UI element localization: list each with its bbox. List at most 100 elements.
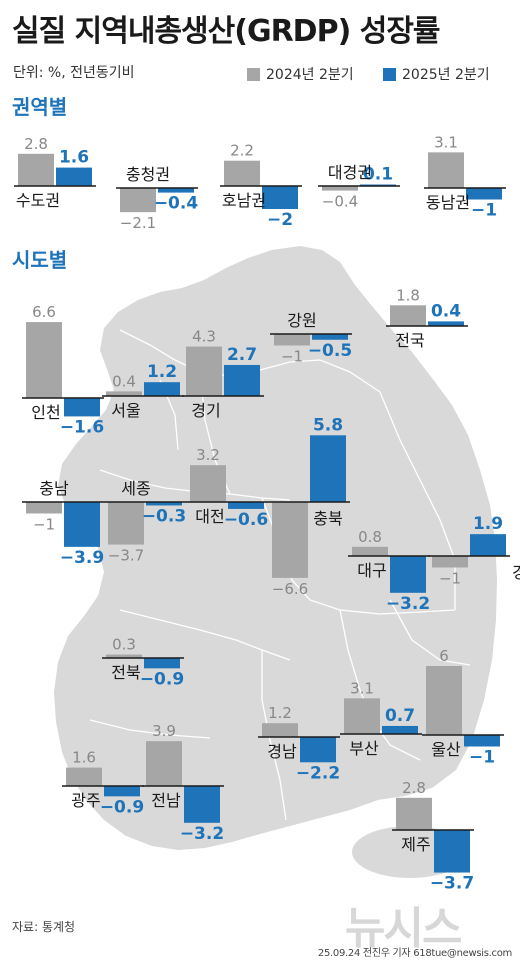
bar-daegu-prev-2024 [352,546,388,556]
region-group-ulsan: 6 −1 울산 [422,647,504,768]
region-group-capital: 2.8 1.6 수도권 [14,135,96,210]
region-group-gyeonggi: 4.3 2.7 경기 [182,328,264,420]
region-group-busan: 3.1 0.7 부산 [340,679,422,758]
region-name-capital: 수도권 [16,191,60,210]
bar-gyeongnam-curr-2025 [300,737,336,763]
region-name-daegu: 대구 [357,561,386,580]
region-name-gyeongbuk: 경북 [512,563,520,582]
value-label-national-curr-2025: 0.4 [431,301,461,321]
value-label-chungbuk-curr-2025: 5.8 [313,415,343,435]
region-name-gyeonggi: 경기 [191,401,220,420]
region-group-chungnam: −1 −3.9 충남 [22,479,104,568]
region-name-daegyeong: 대경권 [328,163,372,182]
value-label-busan-prev-2024: 3.1 [350,679,374,697]
bar-daegu-curr-2025 [390,556,426,593]
bar-chungbuk-prev-2024 [272,502,308,578]
value-label-incheon-prev-2024: 6.6 [32,303,56,321]
value-label-daejeon-prev-2024: 3.2 [196,446,220,464]
border-line [119,609,291,661]
value-label-capital-prev-2024: 2.8 [24,135,48,153]
bar-seoul-curr-2025 [144,382,180,396]
value-label-jeonbuk-curr-2025: −0.9 [140,669,184,689]
region-group-gwangju: 1.6 −0.9광주 [62,749,144,817]
region-name-jeonbuk: 전북 [111,663,140,682]
legend-item-2025: 2025년 2분기 [383,64,490,84]
region-name-gangwon: 강원 [287,311,316,330]
region-name-jeonnam: 전남 [151,791,181,810]
value-label-dongnam-curr-2025: −1 [471,201,497,221]
region-name-honam: 호남권 [222,191,266,210]
bar-gyeongbuk-curr-2025 [470,534,506,556]
bar-chungnam-curr-2025 [64,502,100,547]
bar-gangwon-curr-2025 [312,334,348,340]
region-name-dongnam: 동남권 [426,193,470,212]
bar-dongnam-curr-2025 [466,188,502,200]
bar-chungcheong-prev-2024 [120,188,156,213]
region-name-chungbuk: 충북 [313,509,342,528]
page-title: 실질 지역내총생산(GRDP) 성장률 [12,14,441,49]
value-label-incheon-curr-2025: −1.6 [60,417,104,437]
value-label-jeju-prev-2024: 2.8 [402,779,426,797]
value-label-chungbuk-prev-2024: −6.6 [272,580,308,598]
value-label-gyeonggi-curr-2025: 2.7 [227,345,257,365]
value-label-gangwon-prev-2024: −1 [281,348,303,366]
value-label-gyeongbuk-prev-2024: −1 [439,570,461,588]
bar-national-prev-2024 [390,305,426,326]
value-label-dongnam-prev-2024: 3.1 [434,133,458,151]
bar-daejeon-curr-2025 [228,502,264,509]
border-line [89,719,211,739]
bar-daejeon-prev-2024 [190,465,226,502]
region-group-gyeongbuk: −1 1.9 경북 [428,514,520,588]
region-name-chungnam: 충남 [39,479,69,498]
region-name-jeju: 제주 [401,835,430,854]
bar-daegyeong-prev-2024 [322,186,358,191]
value-label-daegyeong-prev-2024: −0.4 [322,193,358,211]
section-title-zones: 권역별 [12,95,68,119]
value-label-jeonnam-prev-2024: 3.9 [152,722,176,740]
border-line [379,391,456,610]
bar-jeonnam-curr-2025 [184,786,220,823]
region-group-sejong: −3.7 −0.3 세종 [104,479,186,565]
bar-seoul-prev-2024 [106,391,142,396]
section-title-provinces: 시도별 [12,248,68,272]
region-group-jeonnam: 3.9 −3.2 전남 [142,722,224,844]
region-name-gwangju: 광주 [71,791,100,810]
bar-sejong-prev-2024 [108,502,144,545]
border-line [261,650,287,821]
bar-busan-curr-2025 [382,725,418,734]
value-label-gyeongnam-prev-2024: 1.2 [268,704,292,722]
value-label-sejong-prev-2024: −3.7 [108,547,144,565]
value-label-honam-prev-2024: 2.2 [230,142,254,160]
bar-gangwon-prev-2024 [274,334,310,346]
region-group-incheon: 6.6 −1.6인천 [22,303,104,437]
bar-gwangju-prev-2024 [66,767,102,786]
region-group-chungbuk: −6.6 5.8 충북 [268,415,350,598]
value-label-sejong-curr-2025: −0.3 [142,506,186,526]
region-group-jeonbuk: 0.3−0.9전북 [102,636,184,689]
bar-gyeonggi-curr-2025 [224,364,260,396]
legend-label-2024: 2024년 2분기 [266,67,354,83]
value-label-chungcheong-curr-2025: −0.4 [154,194,199,214]
value-label-gyeonggi-prev-2024: 4.3 [192,328,216,346]
bar-chungcheong-curr-2025 [158,188,194,193]
bar-honam-curr-2025 [262,186,298,209]
value-label-daegu-prev-2024: 0.8 [358,528,382,546]
value-label-daegu-curr-2025: −3.2 [386,594,430,614]
value-label-seoul-curr-2025: 1.2 [147,362,177,382]
bar-gyeonggi-prev-2024 [186,346,222,396]
region-group-gangwon: −1 −0.5 강원 [270,311,352,366]
border-line [389,599,471,666]
bar-dongnam-prev-2024 [428,152,464,188]
value-label-gwangju-prev-2024: 1.6 [72,749,96,767]
bar-ulsan-prev-2024 [426,666,462,735]
bar-gyeongbuk-prev-2024 [432,556,468,568]
value-label-gyeongbuk-curr-2025: 1.9 [473,514,503,534]
unit-note: 단위: %, 전년동기비 [13,65,135,81]
region-group-gyeongnam: 1.2 −2.2 경남 [258,704,340,783]
bar-gyeongnam-prev-2024 [262,723,298,737]
value-label-chungnam-curr-2025: −3.9 [60,548,104,568]
value-label-seoul-prev-2024: 0.4 [112,372,136,390]
bar-chungbuk-curr-2025 [310,435,346,502]
